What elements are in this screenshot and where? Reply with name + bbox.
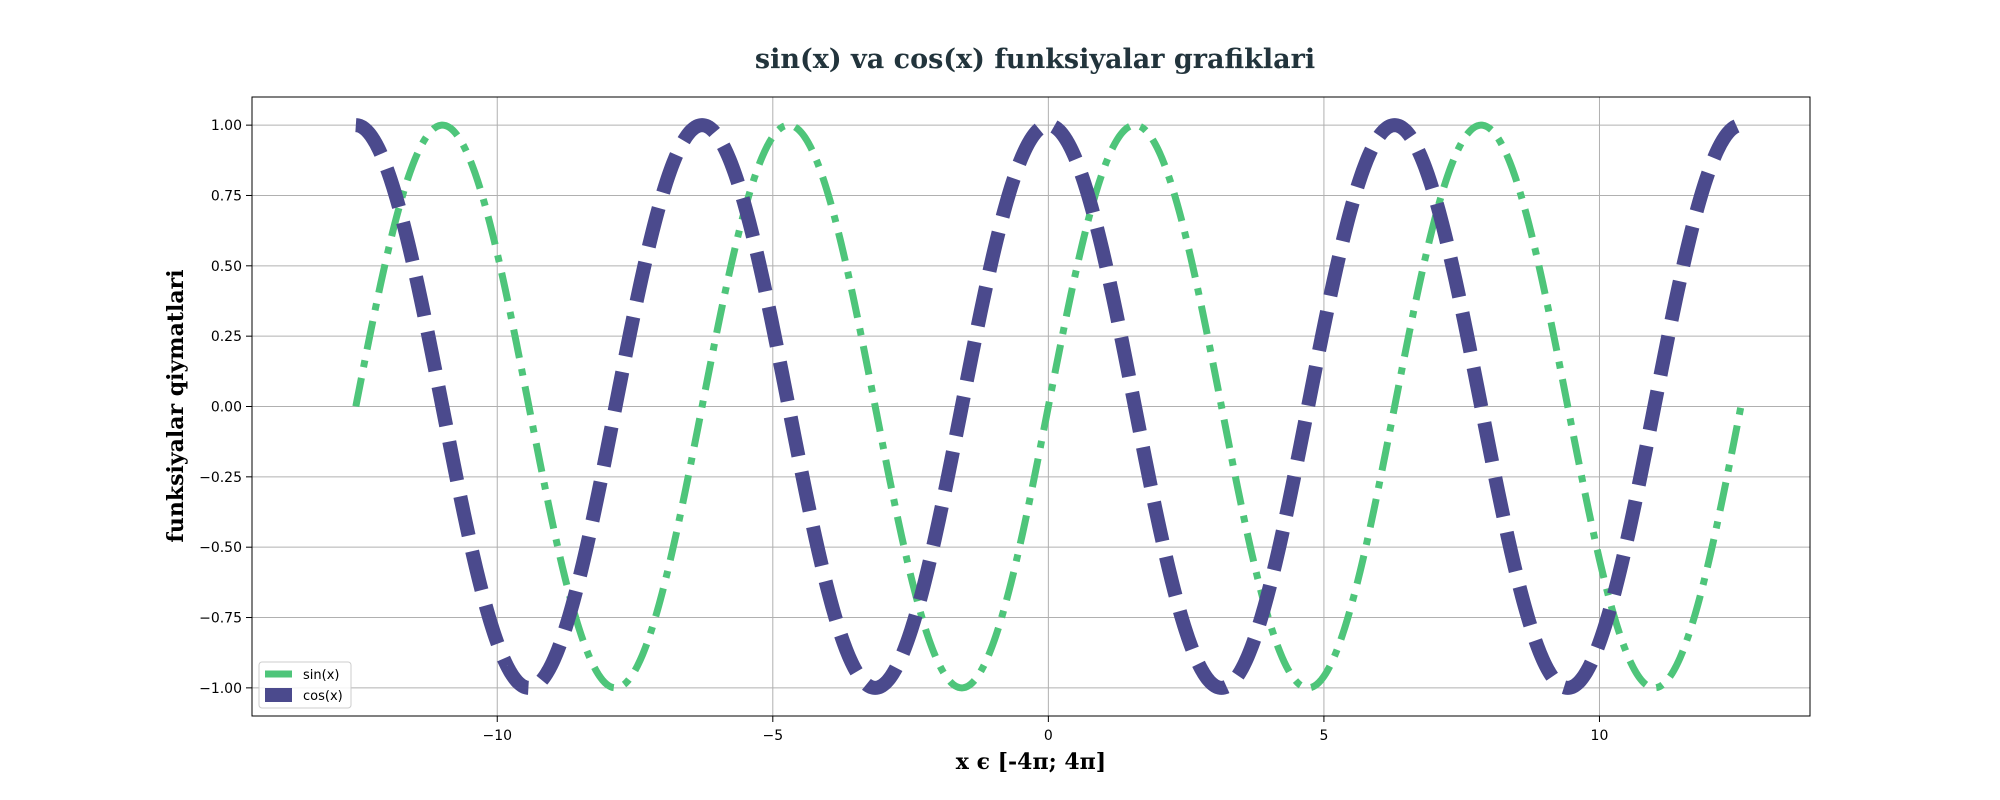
x-tick-label: 0 (1044, 728, 1053, 744)
y-tick-label: 1.00 (211, 118, 242, 134)
legend-label-cos: cos(x) (303, 689, 343, 704)
legend: sin(x) cos(x) (258, 661, 352, 709)
y-tick-label: −0.75 (199, 611, 242, 627)
legend-label-sin: sin(x) (303, 668, 339, 683)
x-axis-label: x є [-4π; 4π] (956, 749, 1106, 775)
plot-frame (251, 96, 1811, 717)
x-axis-ticks: −10 −5 0 5 10 (482, 716, 1608, 744)
y-tick-label: −1.00 (199, 681, 242, 697)
series-line-sin (352, 121, 1745, 692)
y-tick-label: 0.50 (211, 259, 242, 275)
x-tick-label: 10 (1591, 728, 1609, 744)
series-layer (350, 118, 1747, 695)
x-tick-label: 5 (1319, 728, 1328, 744)
chart-title: sin(x) va cos(x) funksiyalar grafiklari (755, 44, 1315, 75)
y-tick-label: 0.75 (211, 188, 242, 204)
y-tick-label: 0.25 (211, 329, 242, 345)
y-axis-ticks: 1.00 0.75 0.50 0.25 0.00 −0.25 −0.50 −0.75 −1.00 (199, 118, 252, 697)
x-tick-label: −5 (762, 728, 783, 744)
series-line-cos (350, 118, 1747, 695)
y-tick-label: −0.25 (199, 470, 242, 486)
grid (252, 97, 1810, 716)
x-tick-label: −10 (482, 728, 512, 744)
y-tick-label: −0.50 (199, 540, 242, 556)
y-tick-label: 0.00 (211, 400, 242, 416)
y-axis-label: funksiyalar qiymatlari (163, 269, 189, 542)
